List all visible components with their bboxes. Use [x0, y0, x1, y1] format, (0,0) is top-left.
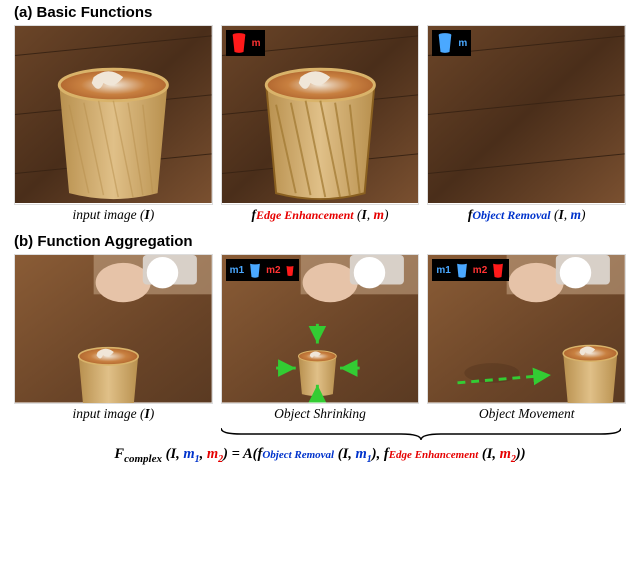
- fo-Fsub: complex: [124, 453, 162, 465]
- mask-b2-blue-icon: [248, 261, 262, 279]
- panel-a2: m: [221, 25, 420, 205]
- formula: Fcomplex (I, m1, m2) = A(fObject Removal…: [0, 444, 640, 465]
- mask-inset-b2: m1 m2: [226, 259, 299, 281]
- caption-b1: input image (I): [14, 406, 213, 422]
- panel-a3: m: [427, 25, 626, 205]
- fo-f1c: ,: [348, 446, 355, 462]
- mask-inset-b3: m1 m2: [432, 259, 509, 281]
- cap-b1-post: ): [150, 406, 155, 421]
- mask-label-a2: m: [252, 38, 261, 49]
- cap-a2-o: (: [354, 207, 362, 222]
- caption-a1: input image (I): [14, 207, 213, 223]
- fo-F: F: [114, 446, 124, 462]
- brace-wrap: [14, 428, 626, 444]
- fo-m1: m: [183, 446, 194, 462]
- cap-b1-pre: input image (: [72, 406, 144, 421]
- fo-f2s: Edge Enhancement: [389, 449, 479, 461]
- caption-a2: fEdge Enhancement (I, m): [221, 207, 420, 223]
- row-a: m m: [0, 25, 640, 205]
- mask-b3-red-icon: [491, 261, 505, 279]
- mask-label-a3: m: [458, 38, 467, 49]
- caption-row-b: input image (I) Object Shrinking Object …: [0, 404, 640, 428]
- caption-a3: fObject Removal (I, m): [427, 207, 626, 223]
- fo-cc: ,: [377, 446, 384, 462]
- fo-c2: ,: [200, 446, 207, 462]
- mask-cup-blue-icon: [436, 32, 454, 54]
- cap-a2-s: ,: [367, 207, 374, 222]
- mask-b2-red-icon: [285, 264, 295, 277]
- mask-b3-blue-icon: [455, 261, 469, 279]
- cap-a2-c: ): [384, 207, 389, 222]
- section-a-title: (a) Basic Functions: [0, 0, 640, 25]
- panel-b1: [14, 254, 213, 404]
- fo-eq: = A(: [228, 446, 257, 462]
- fo-m2: m: [207, 446, 218, 462]
- panel-a1: [14, 25, 213, 205]
- cap-a3-m: m: [571, 207, 582, 222]
- brace-icon: [221, 426, 621, 440]
- cap-a3-s: ,: [564, 207, 571, 222]
- mask-b2-l1: m1: [230, 265, 244, 276]
- caption-row-a: input image (I) fEdge Enhancement (I, m)…: [0, 205, 640, 229]
- fo-f2m: m: [500, 446, 511, 462]
- cap-a2-sub: Edge Enhancement: [256, 208, 354, 222]
- mask-inset-a2: m: [226, 30, 265, 56]
- cap-a3-c: ): [581, 207, 586, 222]
- mask-inset-a3: m: [432, 30, 471, 56]
- mask-cup-red-icon: [230, 32, 248, 54]
- row-b: m1 m2: [0, 254, 640, 404]
- cap-a3-o: (: [551, 207, 559, 222]
- section-b-title: (b) Function Aggregation: [0, 229, 640, 254]
- mask-b3-l2: m2: [473, 265, 487, 276]
- panel-a1-svg: [15, 26, 212, 203]
- fo-f1m: m: [356, 446, 367, 462]
- fo-f1s: Object Removal: [262, 449, 334, 461]
- panel-b3: m1 m2: [427, 254, 626, 404]
- mask-b2-l2: m2: [266, 265, 280, 276]
- caption-b3: Object Movement: [427, 406, 626, 422]
- panel-b1-svg: [15, 255, 212, 403]
- fo-f1o: (: [334, 446, 342, 462]
- fo-f2c: ,: [492, 446, 499, 462]
- fo-f2o: (: [478, 446, 486, 462]
- fo-f2cl: )): [516, 446, 526, 462]
- mask-b3-l1: m1: [436, 265, 450, 276]
- cap-a2-m: m: [374, 207, 385, 222]
- cap-a3-sub: Object Removal: [472, 208, 550, 222]
- panel-b2: m1 m2: [221, 254, 420, 404]
- cap-a1-post: ): [150, 207, 155, 222]
- cap-a1-pre: input image (: [72, 207, 144, 222]
- caption-b2: Object Shrinking: [221, 406, 420, 422]
